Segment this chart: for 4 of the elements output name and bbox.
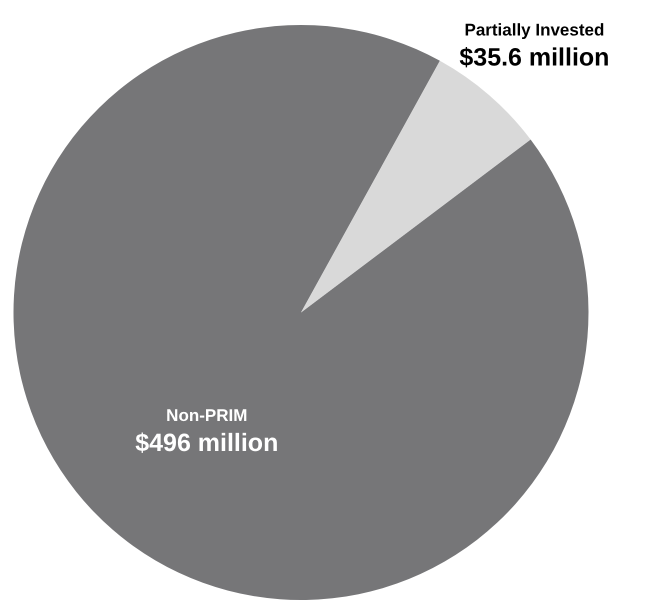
- data-label: $496 million: [135, 429, 278, 458]
- slice-label: Partially Invested: [464, 20, 604, 40]
- data-label: $35.6 million: [459, 43, 610, 72]
- slice-label: Non-PRIM: [166, 406, 248, 426]
